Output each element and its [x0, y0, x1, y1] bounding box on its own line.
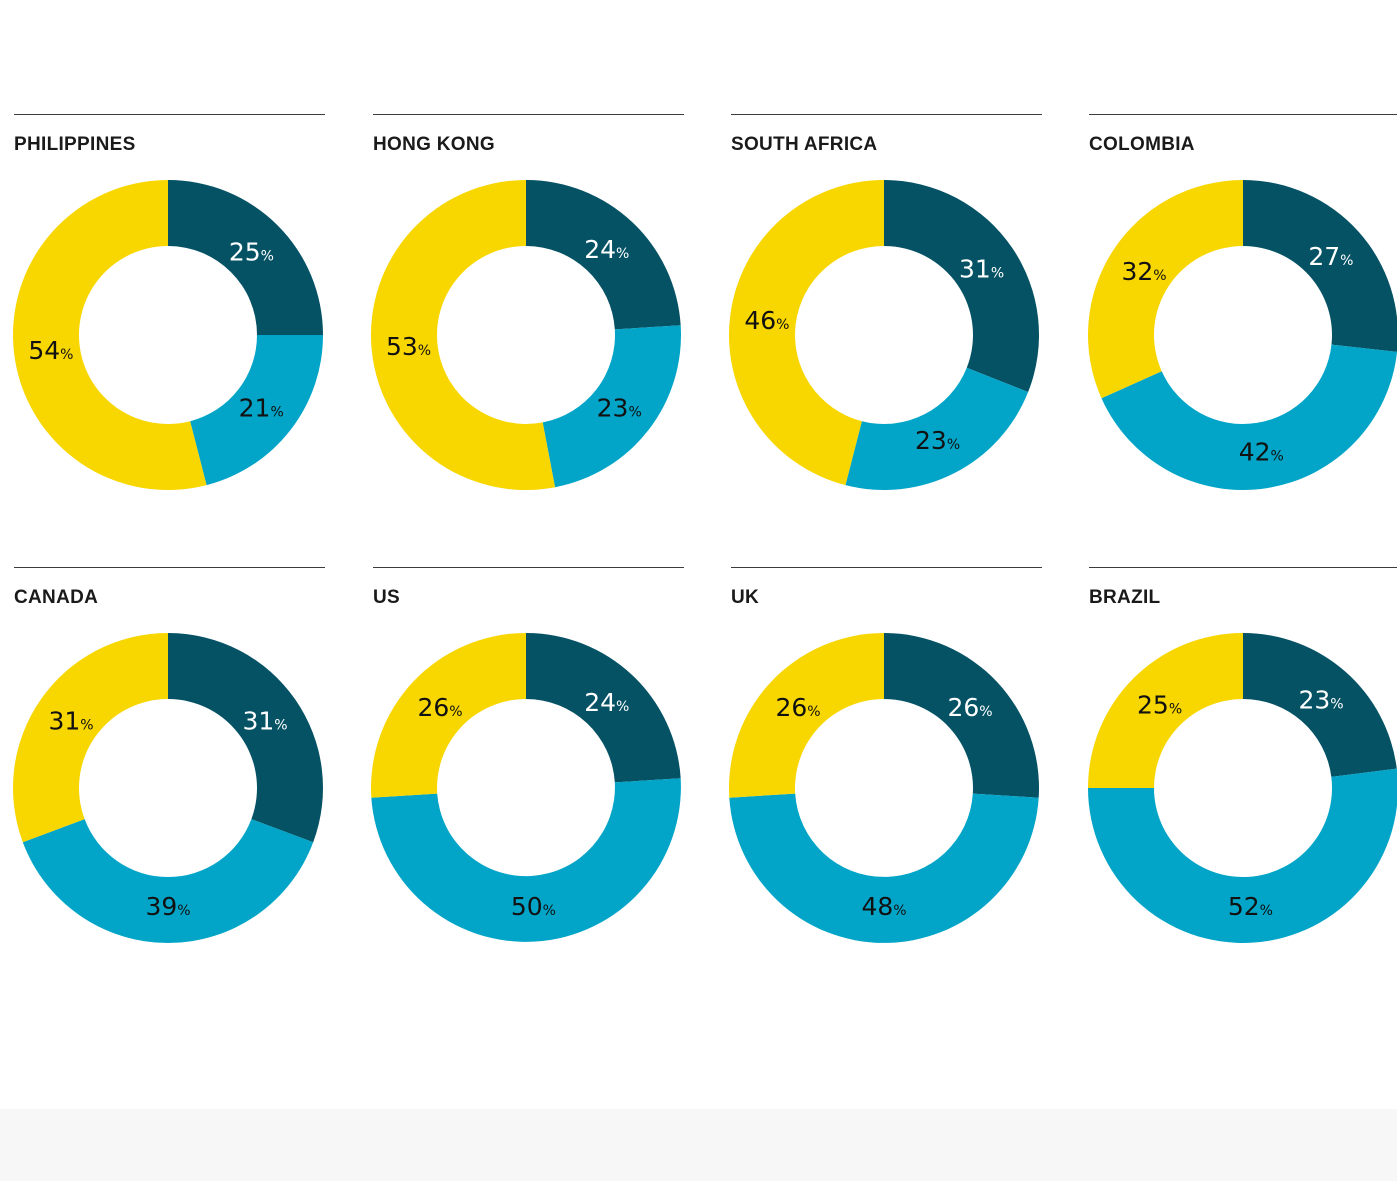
panel-divider [373, 567, 684, 568]
donut-slice [845, 367, 1029, 491]
donut-slice [1088, 180, 1243, 399]
donut-slice [168, 633, 324, 843]
slice-value-label: 39% [145, 892, 190, 921]
donut-labels: 31% 23% 46% [744, 255, 1004, 455]
donut-slice [729, 793, 1039, 943]
panel-divider [14, 114, 325, 115]
footer-band [0, 1109, 1397, 1181]
slice-value-label: 26% [775, 693, 820, 722]
donut-labels: 24% 50% 26% [417, 688, 629, 921]
donut-slice [22, 819, 314, 944]
panel-divider [14, 567, 325, 568]
donut-slices [370, 180, 681, 490]
donut-slice [1243, 180, 1397, 352]
donut-labels: 27% 42% 32% [1121, 242, 1353, 466]
slice-value-label: 27% [1308, 242, 1353, 271]
donut-chart-canada: 31% 39% 31% [12, 633, 324, 944]
slice-value-label: 54% [28, 336, 73, 365]
panel-divider [731, 567, 1042, 568]
slice-value-label: 52% [1228, 892, 1273, 921]
slice-value-label: 31% [242, 707, 287, 736]
donut-slice [884, 180, 1040, 393]
donut-slices [728, 180, 1040, 491]
slice-value-label: 25% [229, 238, 274, 267]
donut-slice [884, 633, 1039, 798]
donut-labels: 26% 48% 26% [775, 693, 992, 921]
donut-slice [371, 778, 681, 942]
slice-value-label: 53% [386, 332, 431, 361]
slice-value-label: 26% [947, 693, 992, 722]
chart-title: CANADA [14, 587, 99, 608]
slice-value-label: 31% [959, 255, 1004, 284]
panel-divider [373, 114, 684, 115]
slice-value-label: 31% [48, 707, 93, 736]
slice-value-label: 23% [597, 393, 642, 422]
donut-labels: 24% 23% 53% [386, 235, 642, 422]
donut-chart-brazil: 23% 52% 25% [1088, 633, 1397, 943]
chart-title: PHILIPPINES [14, 134, 136, 155]
donut-slice [526, 180, 681, 330]
donut-slice [190, 335, 323, 486]
slice-value-label: 24% [584, 688, 629, 717]
donut-chart-uk: 26% 48% 26% [729, 633, 1039, 943]
donut-slice [371, 633, 526, 798]
donut-slice [1088, 633, 1243, 788]
slice-value-label: 21% [239, 393, 284, 422]
donut-slices [13, 180, 323, 490]
chart-title: SOUTH AFRICA [731, 134, 878, 155]
chart-title: UK [731, 587, 760, 608]
slice-value-label: 46% [744, 306, 789, 335]
donut-slice [526, 633, 681, 783]
donut-slice [13, 180, 207, 490]
slice-value-label: 26% [417, 693, 462, 722]
donut-slices [12, 633, 324, 944]
donut-slices [1088, 633, 1397, 943]
donut-slice [12, 633, 169, 843]
donut-slice [728, 180, 884, 486]
donut-labels: 25% 21% 54% [28, 238, 283, 423]
donut-chart-south-africa: 31% 23% 46% [728, 180, 1040, 491]
donut-slice [1101, 344, 1397, 490]
panel-divider [731, 114, 1042, 115]
donut-slice [1243, 633, 1397, 777]
slice-value-label: 50% [511, 892, 556, 921]
donut-chart-hong-kong: 24% 23% 53% [370, 180, 681, 490]
slice-value-label: 24% [584, 235, 629, 264]
panel-divider [1089, 114, 1397, 115]
donut-labels: 23% 52% 25% [1137, 686, 1344, 921]
donut-labels: 31% 39% 31% [48, 707, 287, 921]
chart-title: COLOMBIA [1089, 134, 1195, 155]
donut-slices [1088, 180, 1397, 490]
donut-slice [542, 325, 681, 488]
chart-title: HONG KONG [373, 134, 495, 155]
donut-chart-colombia: 27% 42% 32% [1088, 180, 1397, 490]
slice-value-label: 23% [1298, 686, 1343, 715]
slice-value-label: 25% [1137, 691, 1182, 720]
donut-slice [729, 633, 884, 798]
donut-slice [168, 180, 323, 335]
slice-value-label: 42% [1239, 438, 1284, 467]
slice-value-label: 23% [915, 426, 960, 455]
donut-slice [1088, 768, 1397, 943]
chart-title: US [373, 587, 400, 608]
donut-chart-us: 24% 50% 26% [371, 633, 681, 942]
donut-slice [370, 180, 556, 490]
panel-divider [1089, 567, 1397, 568]
donut-chart-philippines: 25% 21% 54% [13, 180, 323, 490]
donut-slices [729, 633, 1039, 943]
slice-value-label: 48% [861, 892, 906, 921]
chart-title: BRAZIL [1089, 587, 1161, 608]
donut-slices [371, 633, 681, 942]
slice-value-label: 32% [1121, 257, 1166, 286]
